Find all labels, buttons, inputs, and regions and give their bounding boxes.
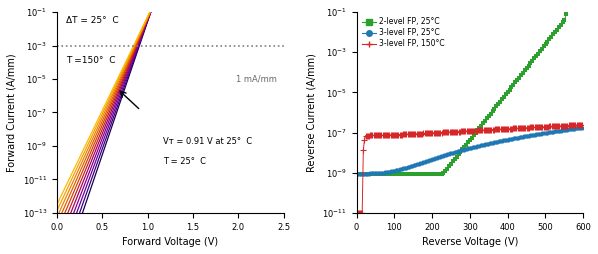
Y-axis label: Forward Current (A/mm): Forward Current (A/mm)	[7, 53, 17, 172]
Text: T =150°  C: T =150° C	[66, 56, 115, 65]
Text: ΔT = 25°  C: ΔT = 25° C	[66, 16, 118, 25]
Text: Vᴛ = 0.91 V at 25°  C: Vᴛ = 0.91 V at 25° C	[163, 137, 252, 146]
Legend: 2-level FP, 25°C, 3-level FP, 25°C, 3-level FP, 150°C: 2-level FP, 25°C, 3-level FP, 25°C, 3-le…	[361, 16, 447, 50]
Y-axis label: Reverse Current (A/mm): Reverse Current (A/mm)	[307, 53, 317, 172]
Text: 1 mA/mm: 1 mA/mm	[236, 74, 277, 83]
X-axis label: Reverse Voltage (V): Reverse Voltage (V)	[422, 237, 518, 247]
Text: T = 25°  C: T = 25° C	[163, 157, 206, 166]
X-axis label: Forward Voltage (V): Forward Voltage (V)	[122, 237, 218, 247]
